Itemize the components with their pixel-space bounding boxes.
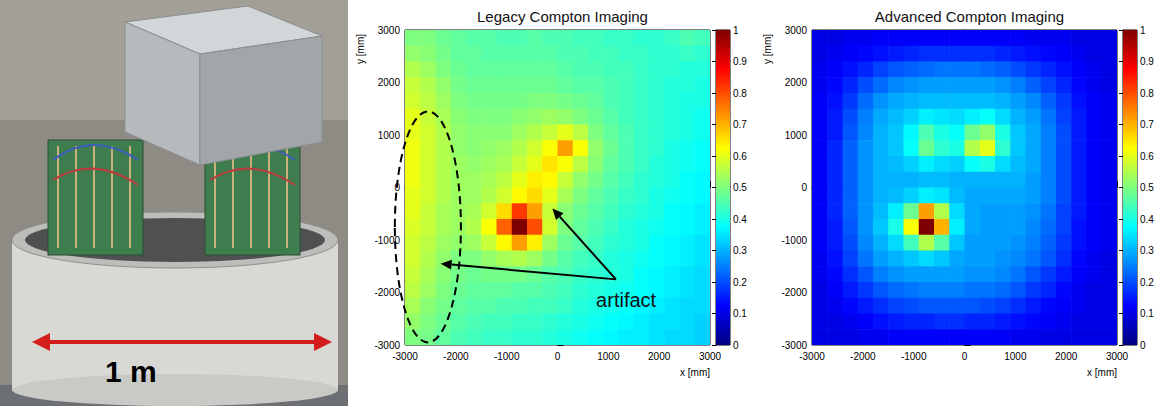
svg-text:0.7: 0.7 <box>733 119 747 130</box>
svg-text:0.4: 0.4 <box>1140 214 1154 225</box>
svg-text:Advanced Compton Imaging: Advanced Compton Imaging <box>875 8 1064 25</box>
svg-text:1: 1 <box>1140 25 1146 36</box>
svg-text:2000: 2000 <box>1055 351 1078 362</box>
svg-text:3000: 3000 <box>1106 351 1129 362</box>
svg-text:0.5: 0.5 <box>1140 182 1154 193</box>
svg-text:3000: 3000 <box>699 351 722 362</box>
svg-text:0.6: 0.6 <box>1140 151 1154 162</box>
svg-text:0.7: 0.7 <box>1140 119 1154 130</box>
svg-text:2000: 2000 <box>648 351 671 362</box>
svg-text:-3000: -3000 <box>781 340 807 351</box>
svg-text:0: 0 <box>962 351 968 362</box>
svg-text:0.8: 0.8 <box>733 88 747 99</box>
svg-text:2000: 2000 <box>785 77 808 88</box>
svg-text:x [mm]: x [mm] <box>1087 367 1117 378</box>
svg-text:Legacy Compton Imaging: Legacy Compton Imaging <box>477 8 648 25</box>
svg-text:-1000: -1000 <box>374 235 400 246</box>
svg-text:0.4: 0.4 <box>733 214 747 225</box>
svg-text:-2000: -2000 <box>781 287 807 298</box>
svg-text:1000: 1000 <box>1004 351 1027 362</box>
svg-text:artifact: artifact <box>596 289 656 311</box>
svg-text:0.5: 0.5 <box>733 182 747 193</box>
svg-text:3000: 3000 <box>785 25 808 36</box>
svg-text:0: 0 <box>733 340 739 351</box>
svg-text:-3000: -3000 <box>799 351 825 362</box>
svg-text:1000: 1000 <box>597 351 620 362</box>
svg-text:0.9: 0.9 <box>1140 56 1154 67</box>
svg-text:1 m: 1 m <box>105 355 157 388</box>
svg-text:0.9: 0.9 <box>733 56 747 67</box>
svg-text:0: 0 <box>555 351 561 362</box>
svg-text:0.2: 0.2 <box>733 277 747 288</box>
svg-text:1000: 1000 <box>785 130 808 141</box>
svg-text:x [mm]: x [mm] <box>680 367 710 378</box>
svg-text:-3000: -3000 <box>374 340 400 351</box>
svg-text:-1000: -1000 <box>494 351 520 362</box>
svg-text:0.1: 0.1 <box>1140 308 1154 319</box>
svg-text:0.8: 0.8 <box>1140 88 1154 99</box>
svg-text:-2000: -2000 <box>850 351 876 362</box>
svg-text:-1000: -1000 <box>781 235 807 246</box>
svg-text:3000: 3000 <box>378 25 401 36</box>
svg-text:0.3: 0.3 <box>1140 245 1154 256</box>
svg-text:1000: 1000 <box>378 130 401 141</box>
svg-text:1: 1 <box>733 25 739 36</box>
svg-text:0.1: 0.1 <box>733 308 747 319</box>
svg-text:0: 0 <box>801 182 807 193</box>
svg-text:0.6: 0.6 <box>733 151 747 162</box>
svg-text:0: 0 <box>394 182 400 193</box>
svg-text:0.2: 0.2 <box>1140 277 1154 288</box>
svg-text:y [mm]: y [mm] <box>355 34 366 64</box>
svg-text:y [mm]: y [mm] <box>762 34 773 64</box>
svg-text:-3000: -3000 <box>392 351 418 362</box>
svg-text:0: 0 <box>1140 340 1146 351</box>
svg-text:0.3: 0.3 <box>733 245 747 256</box>
svg-text:-2000: -2000 <box>374 287 400 298</box>
svg-text:-1000: -1000 <box>901 351 927 362</box>
svg-text:2000: 2000 <box>378 77 401 88</box>
svg-text:-2000: -2000 <box>443 351 469 362</box>
